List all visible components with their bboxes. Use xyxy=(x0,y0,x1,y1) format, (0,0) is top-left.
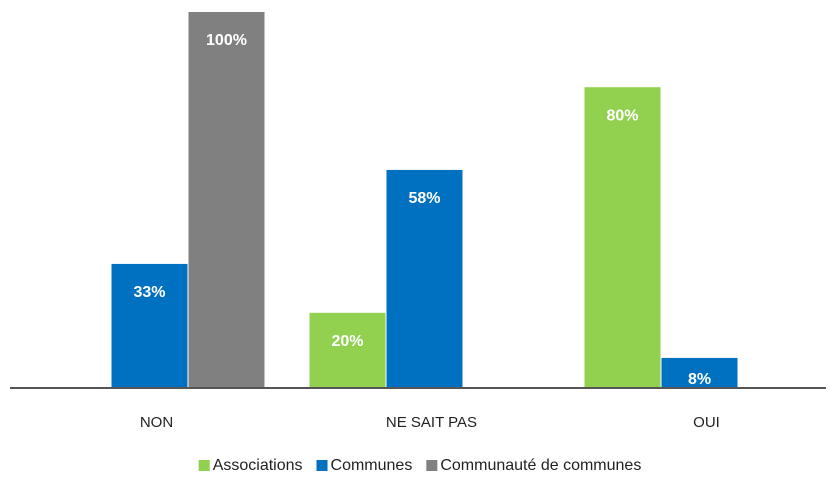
legend-label: Associations xyxy=(213,457,303,474)
bar xyxy=(111,263,188,388)
bar xyxy=(661,357,738,388)
x-tick-label: NE SAIT PAS xyxy=(386,414,477,431)
legend-swatch xyxy=(316,460,328,471)
bar xyxy=(584,87,661,388)
x-tick-label: NON xyxy=(140,414,173,431)
value-label: 33% xyxy=(133,284,165,301)
legend-label: Communauté de communes xyxy=(440,457,641,474)
legend-swatch xyxy=(198,460,210,471)
legend: Associations Communes Communauté de commun… xyxy=(198,457,641,474)
bar xyxy=(386,169,463,388)
legend-swatch xyxy=(426,460,438,471)
value-label: 100% xyxy=(206,32,247,49)
legend-label: Communes xyxy=(331,457,413,474)
x-tick-label: OUI xyxy=(693,414,720,431)
value-label: 8% xyxy=(688,371,711,388)
bar xyxy=(188,12,265,388)
value-label: 20% xyxy=(331,333,363,350)
value-label: 80% xyxy=(606,107,638,124)
bar xyxy=(309,312,386,388)
value-label: 58% xyxy=(408,190,440,207)
